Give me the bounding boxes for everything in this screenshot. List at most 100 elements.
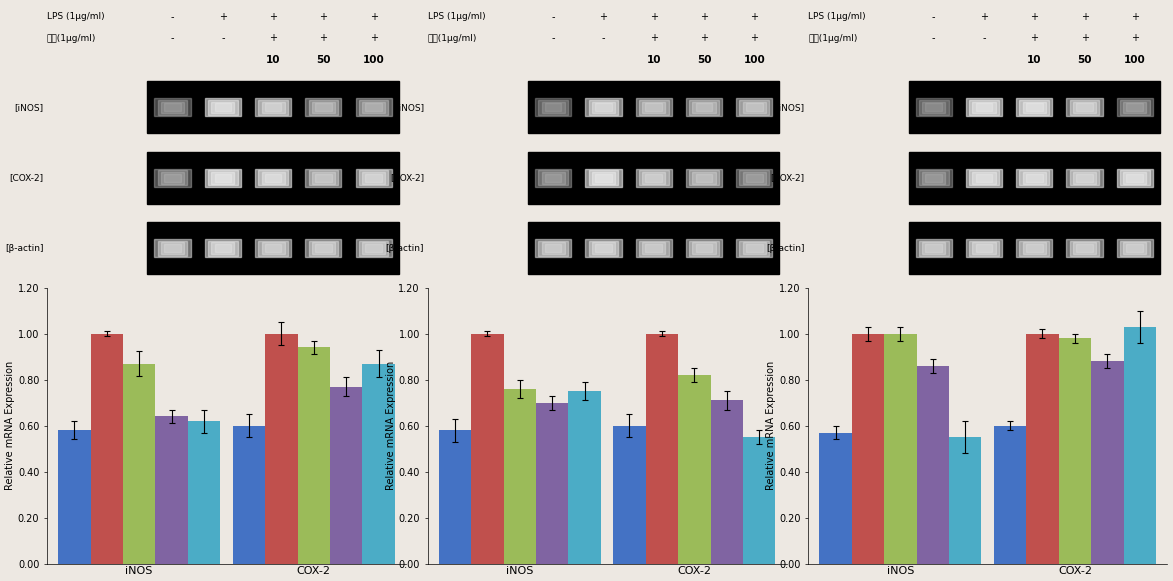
Text: -: -: [551, 12, 555, 22]
Text: [iNOS]: [iNOS]: [775, 103, 805, 112]
Bar: [1124, 242, 1146, 254]
Bar: [1026, 103, 1043, 112]
Text: [β-actin]: [β-actin]: [766, 244, 805, 253]
Bar: [645, 103, 662, 112]
Bar: [215, 103, 231, 112]
Bar: [916, 168, 951, 187]
Text: +: +: [751, 33, 758, 43]
Bar: [1016, 98, 1052, 116]
Bar: [255, 98, 291, 116]
Text: [COX-2]: [COX-2]: [771, 173, 805, 182]
Bar: [916, 239, 951, 257]
Text: LPS (1μg/ml): LPS (1μg/ml): [808, 12, 866, 21]
Bar: [265, 333, 298, 564]
Bar: [918, 241, 949, 256]
Text: 100: 100: [1124, 55, 1146, 66]
Bar: [965, 168, 1002, 187]
Bar: [542, 102, 564, 113]
Text: 100: 100: [362, 55, 385, 66]
Bar: [1124, 327, 1155, 564]
Bar: [737, 98, 772, 116]
Text: +: +: [219, 12, 226, 22]
Bar: [969, 100, 999, 114]
Bar: [1120, 170, 1150, 185]
Text: +: +: [979, 12, 988, 22]
Bar: [1070, 241, 1099, 256]
Bar: [922, 242, 945, 254]
Bar: [544, 244, 562, 252]
Bar: [1066, 98, 1103, 116]
Bar: [976, 174, 992, 182]
Bar: [976, 103, 992, 112]
Text: +: +: [1030, 12, 1038, 22]
Bar: [1066, 168, 1103, 187]
Text: +: +: [369, 12, 378, 22]
Bar: [922, 172, 945, 184]
Bar: [188, 421, 221, 564]
Text: [β-actin]: [β-actin]: [386, 244, 423, 253]
Bar: [538, 100, 568, 114]
Bar: [696, 174, 712, 182]
Bar: [686, 168, 723, 187]
Text: +: +: [650, 12, 658, 22]
Bar: [639, 170, 669, 185]
Bar: [1023, 172, 1046, 184]
Bar: [925, 174, 942, 182]
Text: 50: 50: [1077, 55, 1092, 66]
Bar: [1124, 102, 1146, 113]
Bar: [359, 100, 388, 114]
Bar: [161, 242, 184, 254]
Bar: [312, 242, 335, 254]
Bar: [1120, 100, 1150, 114]
Bar: [528, 81, 779, 134]
Text: 황련(1μg/ml): 황련(1μg/ml): [808, 34, 857, 42]
Bar: [365, 244, 382, 252]
Bar: [746, 244, 762, 252]
Bar: [642, 242, 665, 254]
Bar: [211, 172, 235, 184]
Bar: [916, 366, 949, 564]
Bar: [308, 170, 338, 185]
Bar: [1019, 100, 1049, 114]
Bar: [262, 102, 285, 113]
Bar: [1077, 174, 1093, 182]
Bar: [312, 172, 335, 184]
Bar: [528, 152, 779, 204]
Text: -: -: [171, 12, 175, 22]
Bar: [592, 172, 615, 184]
Bar: [689, 170, 719, 185]
Bar: [925, 103, 942, 112]
Bar: [686, 98, 723, 116]
Bar: [157, 100, 188, 114]
Bar: [316, 174, 332, 182]
Bar: [148, 152, 399, 204]
Bar: [161, 172, 184, 184]
Bar: [642, 102, 665, 113]
Bar: [1066, 239, 1103, 257]
Bar: [316, 103, 332, 112]
Text: -: -: [602, 33, 605, 43]
Bar: [689, 100, 719, 114]
Text: +: +: [1131, 12, 1139, 22]
Bar: [585, 168, 622, 187]
Bar: [542, 242, 564, 254]
Bar: [642, 172, 665, 184]
Bar: [592, 102, 615, 113]
Bar: [692, 172, 716, 184]
Bar: [909, 152, 1160, 204]
Bar: [365, 103, 382, 112]
Bar: [613, 426, 645, 564]
Bar: [265, 103, 282, 112]
Bar: [215, 244, 231, 252]
Bar: [1019, 241, 1049, 256]
Bar: [743, 102, 766, 113]
Bar: [884, 333, 916, 564]
Text: [iNOS]: [iNOS]: [14, 103, 43, 112]
Bar: [1016, 168, 1052, 187]
Bar: [739, 170, 769, 185]
Bar: [305, 239, 341, 257]
Bar: [972, 102, 996, 113]
Bar: [1023, 102, 1046, 113]
Bar: [1023, 242, 1046, 254]
Text: LPS (1μg/ml): LPS (1μg/ml): [47, 12, 104, 21]
